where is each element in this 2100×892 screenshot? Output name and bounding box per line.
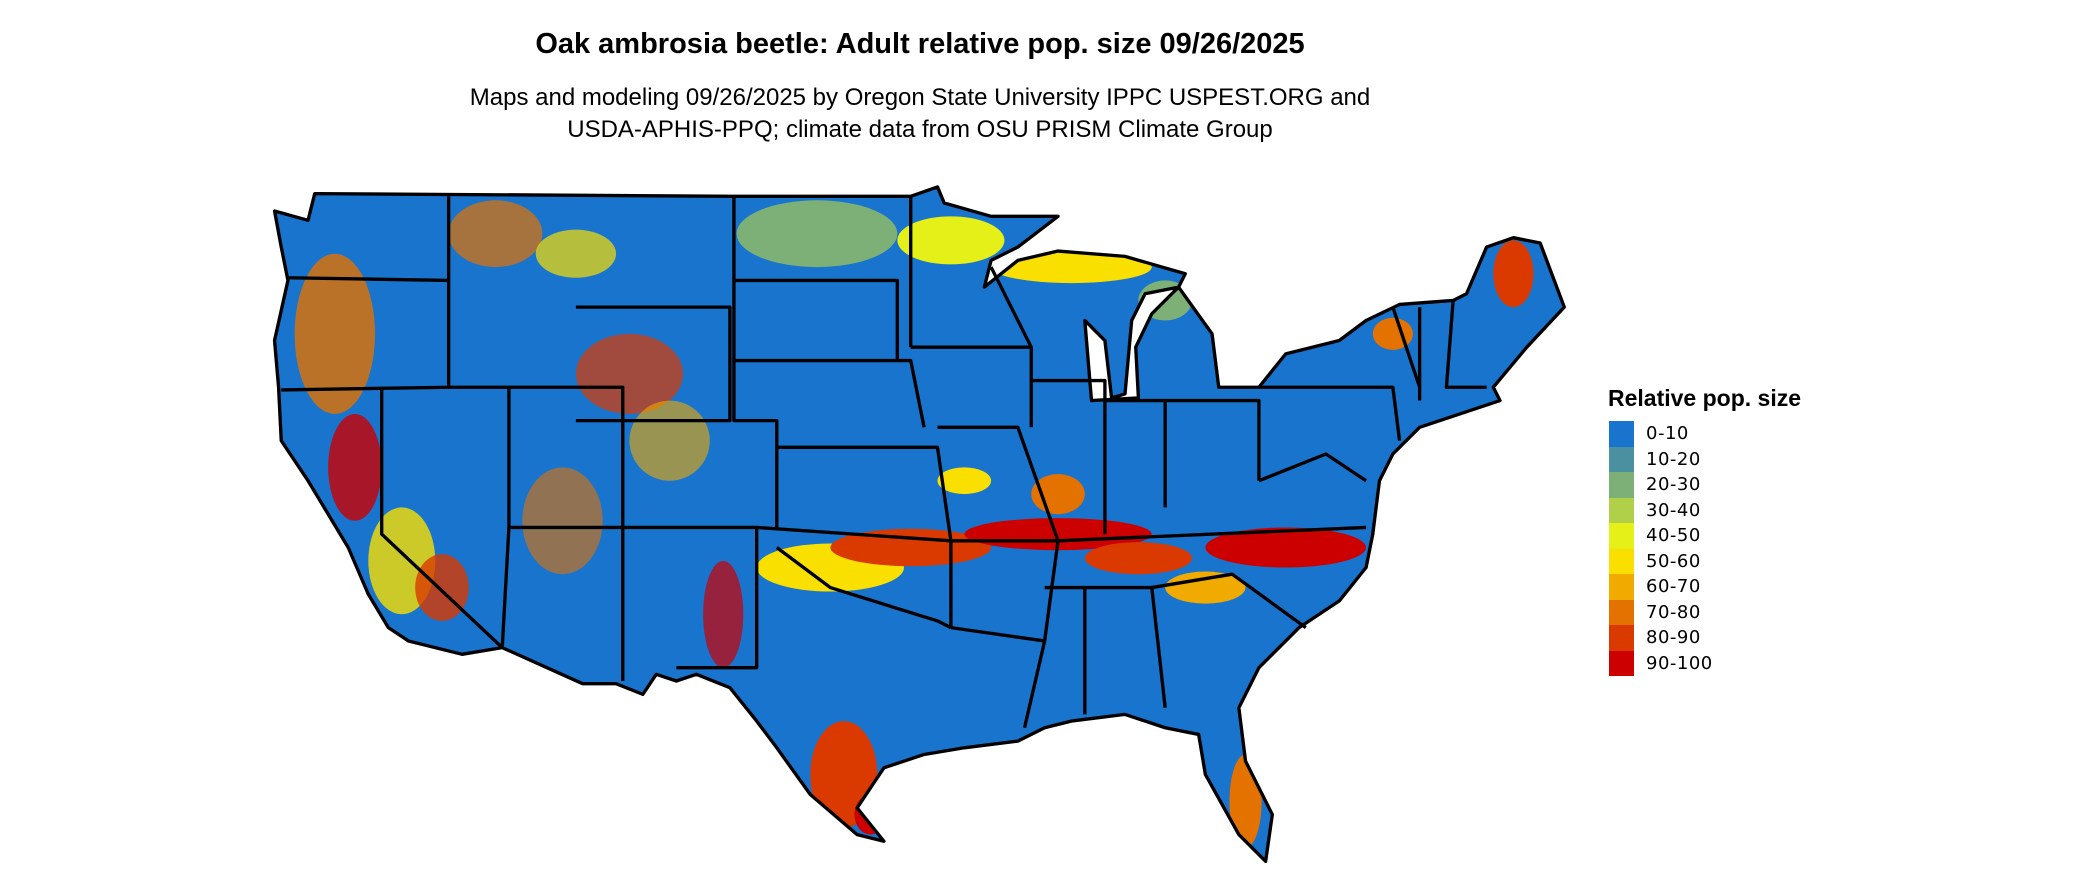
map-title: Oak ambrosia beetle: Adult relative pop.… xyxy=(535,28,1305,60)
legend-item: 30-40 xyxy=(1609,497,1801,523)
legend-item: 80-90 xyxy=(1609,625,1801,651)
legend-label: 60-70 xyxy=(1646,576,1701,598)
legend-label: 40-50 xyxy=(1646,525,1701,547)
legend-swatch xyxy=(1609,574,1634,600)
legend-item: 70-80 xyxy=(1609,599,1801,625)
legend-swatch xyxy=(1609,650,1634,676)
legend-item: 50-60 xyxy=(1609,548,1801,574)
legend-item: 40-50 xyxy=(1609,523,1801,549)
legend-label: 20-30 xyxy=(1646,474,1701,496)
state-borders xyxy=(272,185,1566,863)
legend-label: 80-90 xyxy=(1646,627,1701,649)
legend-swatch xyxy=(1609,472,1634,498)
legend-item: 0-10 xyxy=(1609,421,1801,447)
legend-swatch xyxy=(1609,523,1634,549)
legend-label: 30-40 xyxy=(1646,499,1701,521)
legend-item: 90-100 xyxy=(1609,650,1801,676)
population-raster xyxy=(274,186,1565,862)
map-subtitle-line-1: Maps and modeling 09/26/2025 by Oregon S… xyxy=(469,84,1371,111)
legend-item: 60-70 xyxy=(1609,574,1801,600)
legend-label: 70-80 xyxy=(1646,601,1701,623)
legend-label: 50-60 xyxy=(1646,550,1701,572)
legend-swatch xyxy=(1609,599,1634,625)
legend-swatch xyxy=(1609,625,1634,651)
legend-label: 10-20 xyxy=(1646,448,1701,470)
legend-title: Relative pop. size xyxy=(1608,385,1802,411)
legend-swatch xyxy=(1609,421,1634,447)
map-subtitle-line-2: USDA-APHIS-PPQ; climate data from OSU PR… xyxy=(567,116,1273,143)
legend-swatch xyxy=(1609,446,1634,472)
legend-swatch xyxy=(1609,548,1634,574)
legend-item: 20-30 xyxy=(1609,472,1801,498)
legend-swatch xyxy=(1609,497,1634,523)
legend-item: 10-20 xyxy=(1609,446,1801,472)
legend-label: 0-10 xyxy=(1646,423,1689,445)
legend-label: 90-100 xyxy=(1646,652,1713,674)
legend: Relative pop. size 0-10 10-20 20-30 30-40 40… xyxy=(1608,385,1802,676)
